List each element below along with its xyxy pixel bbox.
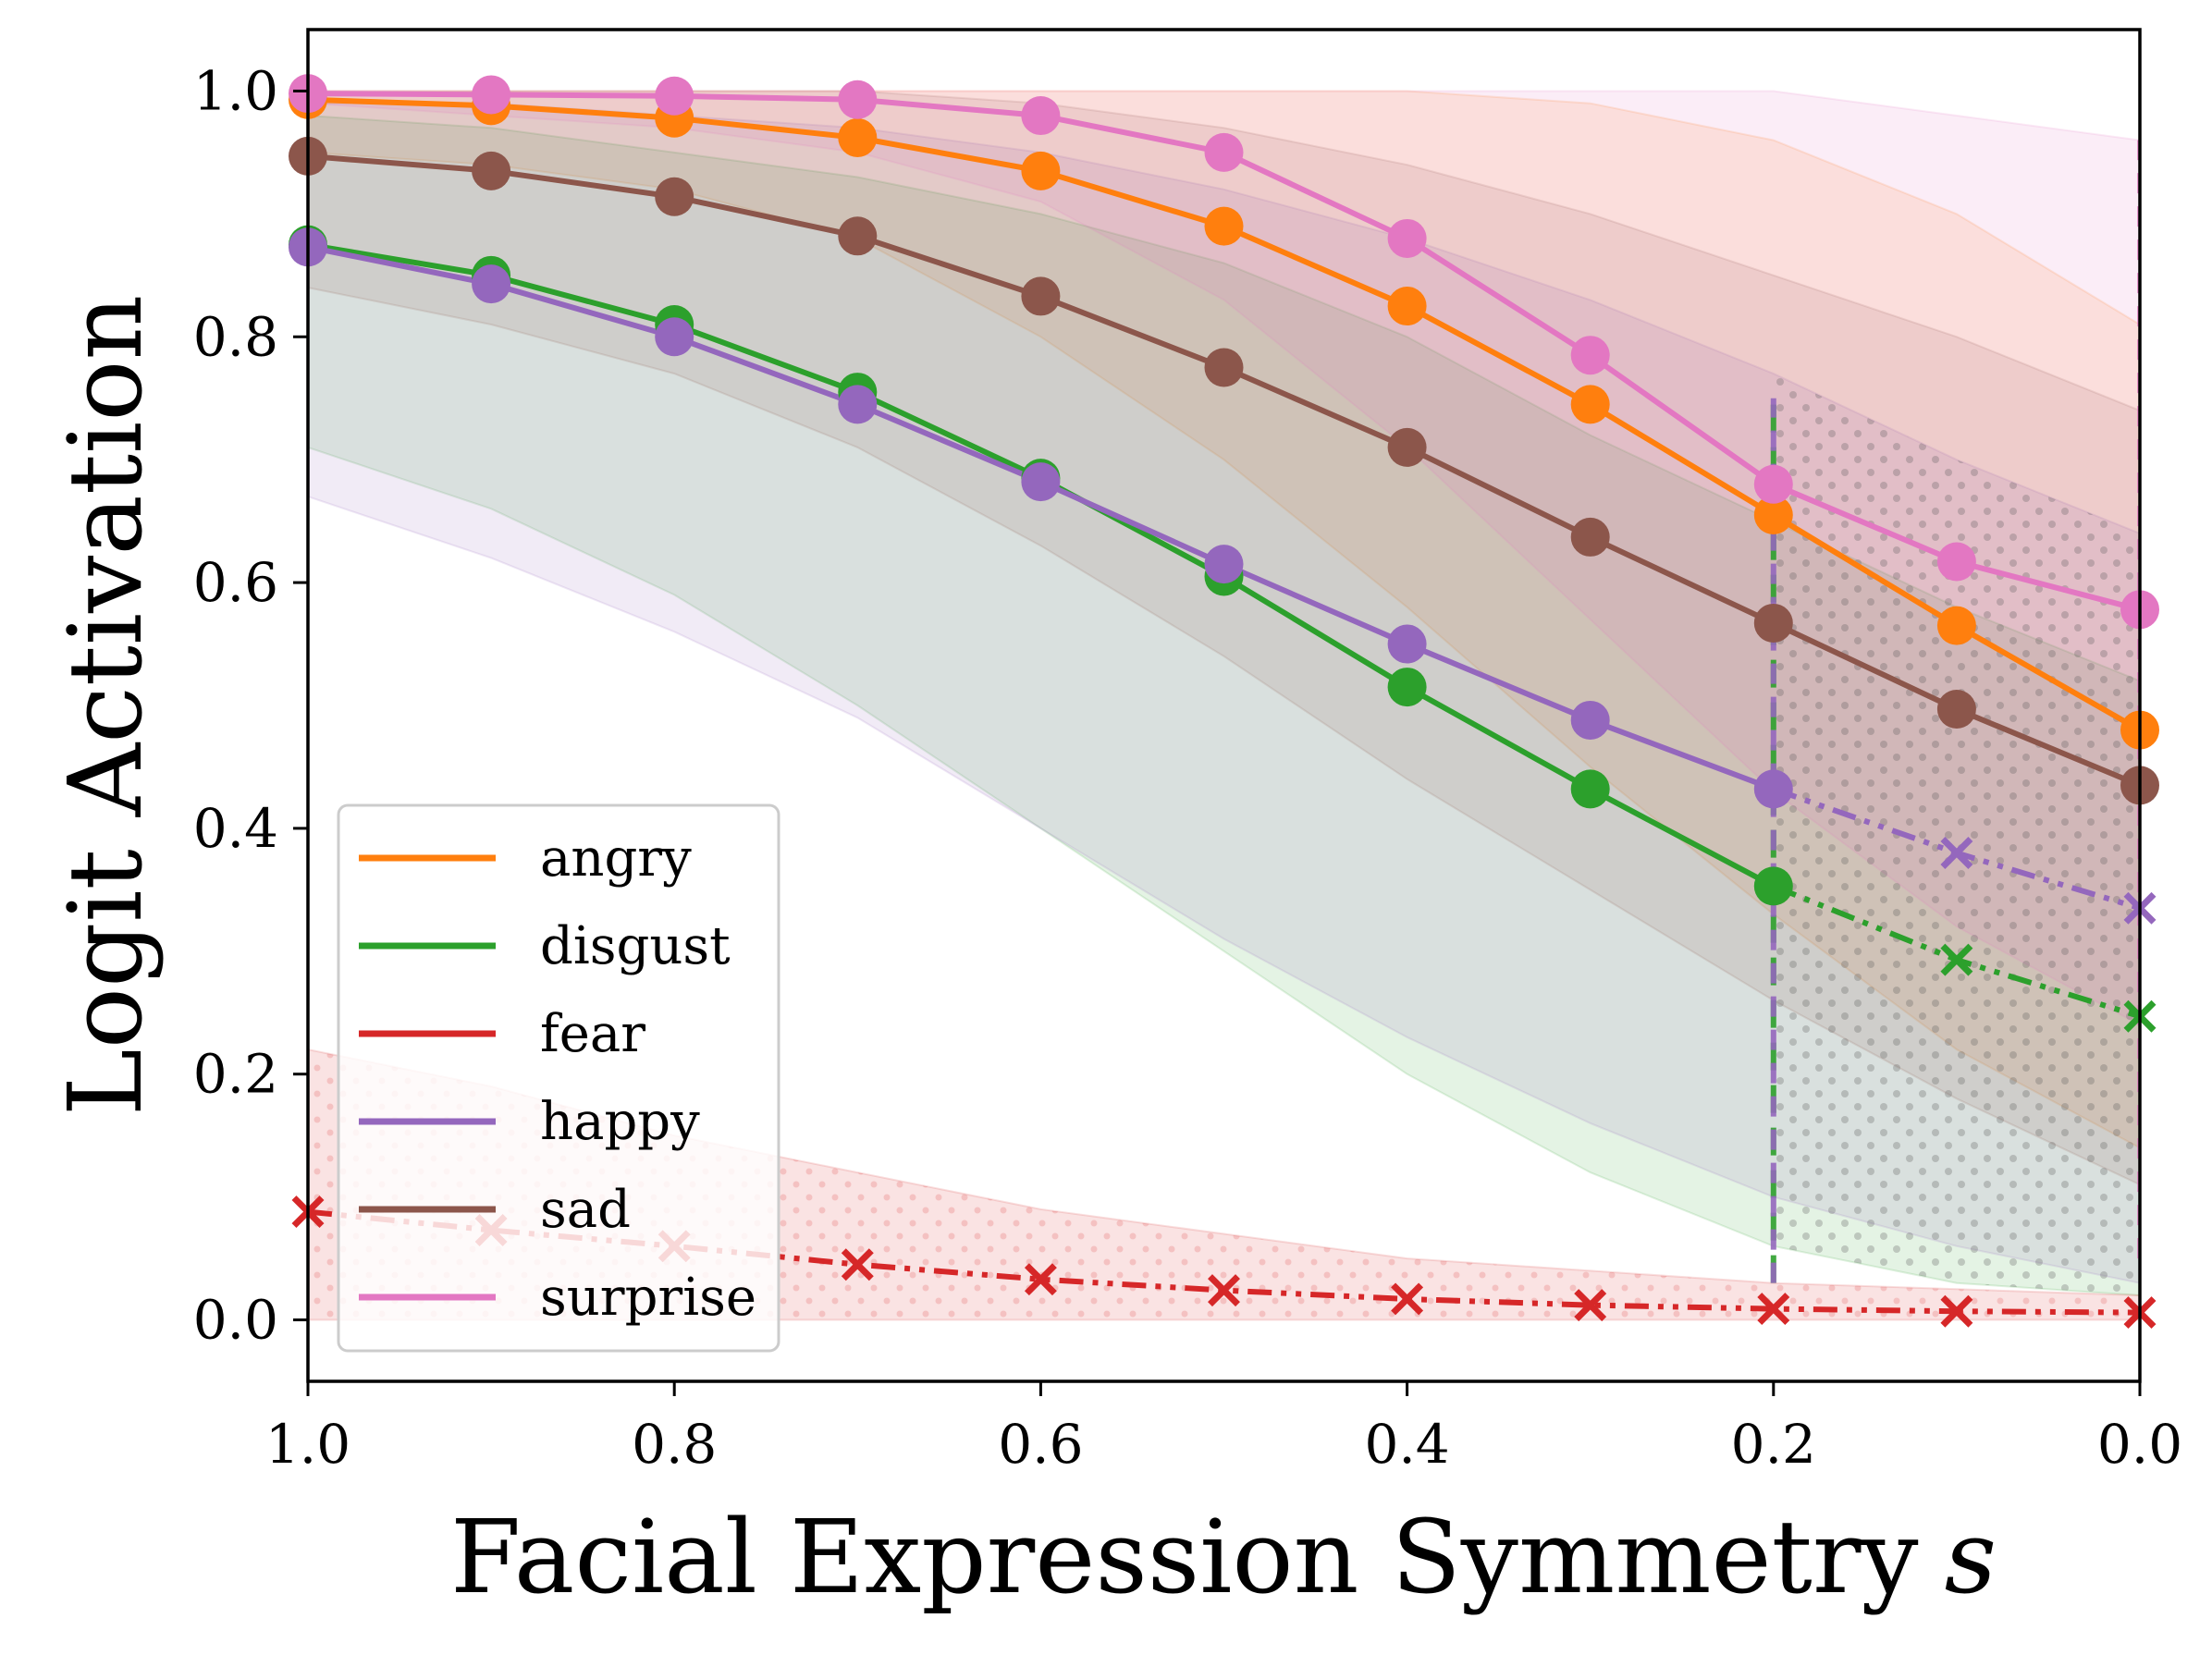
- point-angry: [838, 117, 878, 157]
- point-sad: [472, 151, 511, 190]
- point-sad: [1387, 427, 1427, 467]
- x-axis-label: Facial Expression Symmetry s: [450, 1498, 1997, 1616]
- point-surprise: [1021, 96, 1061, 136]
- series-points: [289, 74, 2159, 1330]
- point-sad: [1570, 517, 1610, 557]
- point-sad: [838, 216, 878, 256]
- point-disgust: [1570, 769, 1610, 809]
- point-happy: [1753, 769, 1793, 809]
- x-tick-label: 0.0: [2097, 1413, 2182, 1476]
- point-surprise: [1387, 218, 1427, 258]
- point-happy: [655, 317, 694, 357]
- y-tick-label: 0.2: [193, 1043, 278, 1106]
- x-axis: 1.0 0.8 0.6 0.4 0.2 0.0: [265, 1381, 2182, 1476]
- y-tick-label: 0.4: [193, 797, 278, 860]
- band-sad: [308, 90, 2140, 1186]
- point-fear: [1208, 1274, 1240, 1307]
- point-angry: [1570, 385, 1610, 424]
- y-tick-label: 0.6: [193, 551, 278, 614]
- x-tick-label: 0.2: [1731, 1413, 1816, 1476]
- legend-label-disgust: disgust: [540, 916, 731, 976]
- point-sad: [655, 177, 694, 216]
- x-tick-label: 0.6: [998, 1413, 1083, 1476]
- point-disgust: [1387, 668, 1427, 707]
- point-surprise: [472, 75, 511, 115]
- point-sad: [1021, 276, 1061, 316]
- point-fear: [1391, 1282, 1424, 1316]
- point-sad: [1936, 689, 1976, 729]
- point-angry: [1021, 151, 1061, 190]
- point-angry: [1753, 495, 1793, 534]
- point-happy: [1021, 462, 1061, 502]
- x-axis-label-var: s: [1945, 1498, 1997, 1616]
- confidence-bands: [308, 90, 2140, 1321]
- point-angry: [1936, 606, 1976, 645]
- point-surprise: [1753, 464, 1793, 504]
- point-angry: [1204, 206, 1244, 246]
- y-axis-label: Logit Activation: [46, 295, 165, 1117]
- point-sad: [1753, 603, 1793, 643]
- point-surprise: [838, 80, 878, 119]
- point-fear: [1757, 1293, 1790, 1326]
- point-fear: [1940, 1294, 1973, 1328]
- legend-box: [337, 803, 780, 1353]
- point-happy: [1204, 545, 1244, 584]
- point-angry: [1387, 287, 1427, 326]
- band-surprise: [308, 90, 2140, 1026]
- x-tick-label: 0.4: [1364, 1413, 1449, 1476]
- point-surprise: [655, 76, 694, 116]
- point-happy: [1570, 700, 1610, 740]
- point-fear: [841, 1248, 874, 1281]
- band-disgust: [308, 114, 2140, 1297]
- legend-label-angry: angry: [540, 828, 692, 889]
- point-surprise: [1570, 336, 1610, 375]
- point-disgust: [1940, 943, 1973, 976]
- x-axis-label-text: Facial Expression Symmetry: [450, 1498, 1919, 1616]
- legend-label-sad: sad: [540, 1180, 631, 1240]
- x-tick-label: 0.8: [632, 1413, 717, 1476]
- point-fear: [1574, 1289, 1607, 1322]
- point-happy: [838, 385, 878, 424]
- y-tick-label: 0.0: [193, 1289, 278, 1352]
- band-happy: [308, 102, 2140, 1284]
- legend-label-fear: fear: [540, 1004, 645, 1064]
- point-happy: [1387, 624, 1427, 664]
- vertical-markers: [1770, 140, 2140, 1283]
- point-disgust: [1753, 866, 1793, 906]
- y-tick-label: 0.8: [193, 305, 278, 368]
- point-fear: [1024, 1263, 1057, 1296]
- point-happy: [1940, 837, 1973, 869]
- point-surprise: [1936, 542, 1976, 582]
- y-axis: 0.0 0.2 0.4 0.6 0.8 1.0: [193, 59, 308, 1352]
- legend: angry disgust fear happy sad surprise: [337, 803, 780, 1353]
- legend-label-surprise: surprise: [540, 1268, 756, 1328]
- legend-label-happy: happy: [540, 1092, 700, 1152]
- line-dashed-fear: [308, 1208, 2140, 1316]
- point-surprise: [1204, 132, 1244, 172]
- plot-frame: [306, 28, 2142, 1383]
- point-sad: [1204, 348, 1244, 387]
- y-tick-label: 1.0: [193, 59, 278, 122]
- point-happy: [472, 264, 511, 304]
- hatch-low-symmetry: [1773, 374, 2140, 1296]
- x-tick-label: 1.0: [265, 1413, 350, 1476]
